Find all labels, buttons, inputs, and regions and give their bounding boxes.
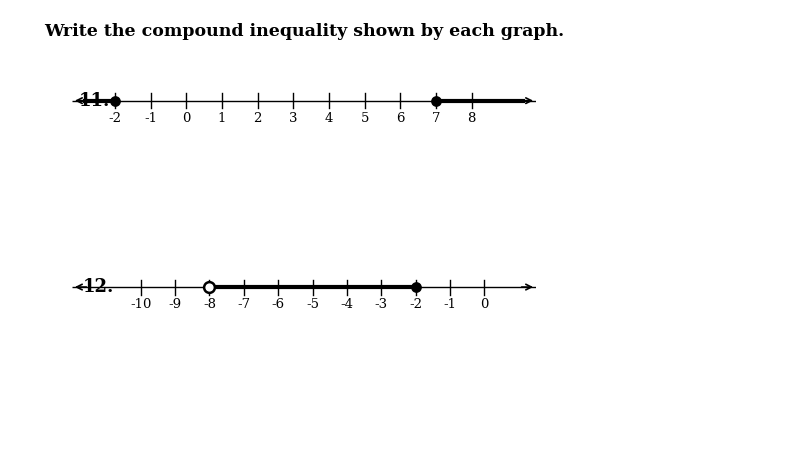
Point xyxy=(430,97,442,104)
Text: 4: 4 xyxy=(325,112,333,125)
Text: -2: -2 xyxy=(410,298,422,311)
Text: 1: 1 xyxy=(218,112,226,125)
Text: -10: -10 xyxy=(130,298,151,311)
Text: -6: -6 xyxy=(272,298,285,311)
Text: 0: 0 xyxy=(182,112,190,125)
Text: 7: 7 xyxy=(432,112,440,125)
Text: -8: -8 xyxy=(203,298,216,311)
Text: 11.: 11. xyxy=(79,92,110,110)
Text: -3: -3 xyxy=(374,298,388,311)
Text: 2: 2 xyxy=(254,112,262,125)
Text: -5: -5 xyxy=(306,298,319,311)
Text: -2: -2 xyxy=(108,112,122,125)
Text: -9: -9 xyxy=(169,298,182,311)
Text: -1: -1 xyxy=(144,112,157,125)
Text: -1: -1 xyxy=(443,298,457,311)
Point xyxy=(410,283,422,291)
Text: 0: 0 xyxy=(480,298,489,311)
Point xyxy=(203,283,216,291)
Text: 12.: 12. xyxy=(82,278,114,296)
Point xyxy=(109,97,122,104)
Text: -7: -7 xyxy=(238,298,250,311)
Text: 6: 6 xyxy=(396,112,405,125)
Text: Write the compound inequality shown by each graph.: Write the compound inequality shown by e… xyxy=(44,23,564,40)
Text: 3: 3 xyxy=(289,112,298,125)
Text: -4: -4 xyxy=(341,298,354,311)
Text: 8: 8 xyxy=(467,112,476,125)
Text: 5: 5 xyxy=(361,112,369,125)
